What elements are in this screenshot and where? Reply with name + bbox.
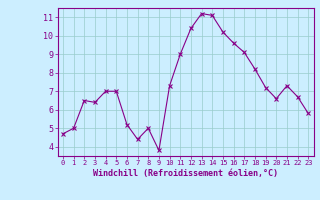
X-axis label: Windchill (Refroidissement éolien,°C): Windchill (Refroidissement éolien,°C): [93, 169, 278, 178]
